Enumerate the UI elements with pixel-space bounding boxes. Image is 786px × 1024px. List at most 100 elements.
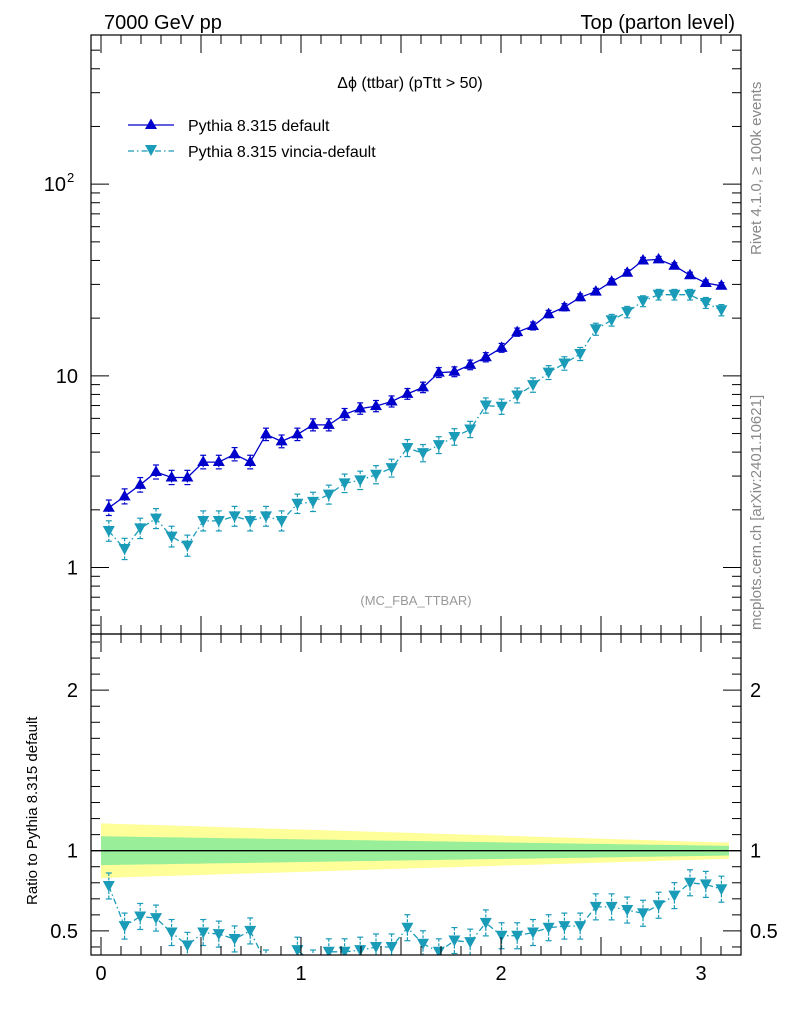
default-series-point <box>354 402 367 413</box>
vincia-series-point <box>479 400 492 412</box>
vincia-series-point <box>244 515 257 527</box>
default-series-point <box>307 418 319 429</box>
x-tick-label: 0 <box>95 963 106 985</box>
ratio-vincia-series-point <box>181 940 194 952</box>
default-series-point <box>542 307 555 319</box>
ratio-y-tick-label-left: 2 <box>67 680 78 702</box>
default-series-point <box>275 434 288 446</box>
vincia-series-point <box>652 289 665 301</box>
vincia-series-point <box>212 515 225 527</box>
ratio-vincia-series-point <box>244 925 257 937</box>
vincia-series-point <box>197 515 210 527</box>
ratio-vincia-series-point <box>197 927 210 939</box>
ratio-vincia-series-point <box>432 946 445 955</box>
ratio-vincia-series-point <box>621 905 634 917</box>
ratio-vincia-series-point <box>699 879 712 891</box>
default-series-point <box>102 501 115 512</box>
vincia-series-point <box>684 289 696 301</box>
legend-vincia-label: Pythia 8.315 vincia-default <box>188 144 376 161</box>
vincia-series-point <box>150 513 162 525</box>
default-series-point <box>637 253 649 265</box>
default-series-point <box>699 276 712 288</box>
ratio-vincia-series-point <box>684 877 696 889</box>
ratio-vincia-series-point <box>322 946 335 955</box>
vincia-series-point <box>275 515 288 527</box>
ratio-vincia-series-point <box>495 930 508 942</box>
ratio-vincia-series-point <box>558 921 571 933</box>
main-plot-title: Δϕ (ttbar) (pTtt > 50) <box>337 75 482 92</box>
ratio-vincia-series-point <box>668 890 681 902</box>
ratio-vincia-series-point <box>574 921 587 933</box>
vincia-series-point <box>417 448 429 460</box>
ratio-vincia-series-point <box>527 927 539 939</box>
vincia-series-point <box>260 511 272 523</box>
ratio-vincia-series-point <box>165 927 178 939</box>
default-series-point <box>401 387 414 398</box>
analysis-watermark: (MC_FBA_TTBAR) <box>360 593 471 608</box>
default-series-point <box>385 394 398 406</box>
legend-vincia-marker <box>145 145 157 156</box>
ratio-vincia-series-point <box>589 901 602 913</box>
vincia-series-point <box>181 540 194 552</box>
ratio-plot-frame <box>90 633 742 956</box>
default-series-point <box>479 350 492 362</box>
ratio-vincia-series-point <box>479 917 492 929</box>
ratio-plot-panel: 0.5 0.5 1 1 2 2 0 1 2 3 Ratio to Pythia 8.315 def… <box>24 633 778 985</box>
ratio-vincia-series-point <box>354 945 367 955</box>
default-series-point <box>464 358 477 369</box>
vincia-series-point <box>605 315 618 327</box>
vincia-series-point <box>495 401 508 413</box>
ratio-y-tick-label-left: 0.5 <box>50 921 78 943</box>
ratio-y-tick-label-right: 0.5 <box>750 921 778 943</box>
ratio-vincia-series-point <box>370 941 382 953</box>
vincia-series-line <box>108 294 722 551</box>
x-tick-label: 2 <box>495 963 506 985</box>
default-series-point <box>370 399 382 411</box>
vincia-series-point <box>542 367 555 379</box>
ratio-vincia-series-point <box>228 933 241 945</box>
ratio-y-tick-label-left: 1 <box>67 841 78 863</box>
vincia-series-point <box>715 305 728 317</box>
default-series-point <box>417 380 429 392</box>
default-series-point <box>527 319 539 330</box>
vincia-series-point <box>574 349 587 361</box>
ratio-vincia-series-point <box>260 958 272 969</box>
default-series-point <box>212 455 225 467</box>
ratio-vincia-series-point <box>401 922 414 934</box>
ratio-vincia-series-point <box>338 946 351 955</box>
default-series-point <box>165 470 178 482</box>
y-tick-label: 10 <box>56 366 78 388</box>
default-series-point <box>574 290 587 302</box>
vincia-series-point <box>370 469 382 481</box>
vincia-series-point <box>291 498 304 510</box>
ratio-vincia-series-point <box>385 941 398 953</box>
default-series-point <box>668 259 681 270</box>
ratio-vincia-series-point <box>134 911 147 923</box>
vincia-series-point <box>165 531 178 543</box>
ratio-vincia-series-point <box>212 929 225 941</box>
vincia-series-point <box>118 543 131 555</box>
default-series-point <box>244 455 257 467</box>
vincia-series-point <box>228 511 241 523</box>
ratio-vincia-series-point <box>417 938 429 950</box>
default-series-point <box>558 300 571 312</box>
header-right-title: Top (parton level) <box>580 12 735 34</box>
vincia-series-point <box>385 463 398 475</box>
ratio-vincia-series-point <box>448 935 461 947</box>
ratio-vincia-series-point <box>118 921 131 933</box>
default-series-point <box>495 341 508 352</box>
default-series-point <box>134 478 147 489</box>
default-series-point <box>322 418 335 429</box>
vincia-series-point <box>354 475 367 487</box>
default-series-point <box>150 465 162 477</box>
default-series-point <box>432 366 445 377</box>
vincia-series-point <box>637 296 649 308</box>
default-series-point <box>684 268 696 280</box>
vincia-series-point <box>432 440 445 452</box>
legend-default-marker <box>145 118 157 129</box>
ratio-vincia-series-point <box>652 900 665 912</box>
default-series-point <box>589 285 602 296</box>
ratio-vincia-series-point <box>511 930 524 942</box>
y-tick-label: 1 <box>67 558 78 580</box>
